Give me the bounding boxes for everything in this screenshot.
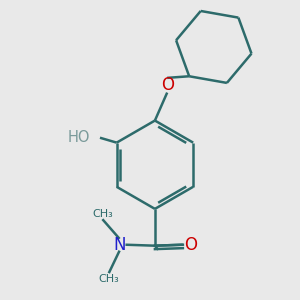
Text: O: O: [184, 236, 197, 254]
Text: CH₃: CH₃: [98, 274, 119, 284]
Text: N: N: [113, 236, 126, 254]
Text: HO: HO: [68, 130, 90, 145]
Text: O: O: [161, 76, 174, 94]
Text: CH₃: CH₃: [92, 209, 113, 219]
